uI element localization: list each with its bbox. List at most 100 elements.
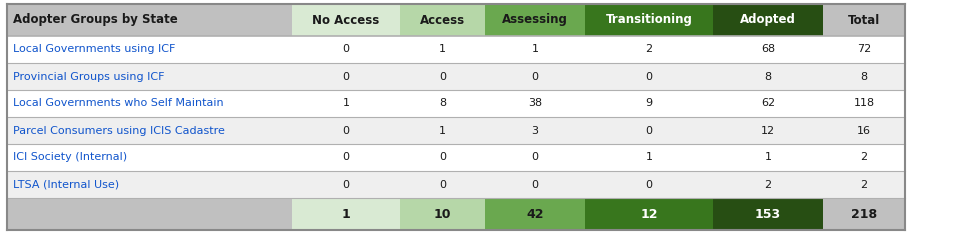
Text: 38: 38: [527, 99, 542, 109]
Bar: [712, 117, 822, 144]
Bar: [7, 63, 292, 90]
Bar: [712, 171, 822, 198]
Bar: [7, 4, 292, 36]
Text: 0: 0: [342, 153, 349, 162]
Text: 2: 2: [860, 179, 866, 190]
Text: 0: 0: [342, 179, 349, 190]
Text: 0: 0: [342, 125, 349, 135]
Bar: [822, 4, 904, 36]
Text: 0: 0: [531, 179, 538, 190]
Bar: [484, 36, 584, 63]
Bar: [484, 4, 584, 36]
Bar: [584, 36, 712, 63]
Text: 1: 1: [644, 153, 652, 162]
Bar: [292, 63, 399, 90]
Text: 8: 8: [860, 72, 866, 81]
Text: 0: 0: [644, 72, 652, 81]
Bar: [712, 198, 822, 230]
Text: Adopter Groups by State: Adopter Groups by State: [13, 14, 177, 26]
Text: 42: 42: [526, 208, 544, 220]
Bar: [822, 36, 904, 63]
Text: Local Governments who Self Maintain: Local Governments who Self Maintain: [13, 99, 224, 109]
Text: 153: 153: [754, 208, 780, 220]
Text: 68: 68: [760, 44, 774, 55]
Text: Provincial Groups using ICF: Provincial Groups using ICF: [13, 72, 165, 81]
Bar: [399, 90, 484, 117]
Bar: [292, 4, 399, 36]
Bar: [822, 198, 904, 230]
Text: 0: 0: [342, 72, 349, 81]
Text: Total: Total: [847, 14, 879, 26]
Bar: [292, 171, 399, 198]
Bar: [584, 198, 712, 230]
Bar: [584, 171, 712, 198]
Bar: [484, 198, 584, 230]
Bar: [7, 90, 292, 117]
Bar: [399, 63, 484, 90]
Text: 2: 2: [764, 179, 770, 190]
Bar: [7, 198, 292, 230]
Text: 1: 1: [439, 125, 446, 135]
Text: 9: 9: [644, 99, 652, 109]
Bar: [584, 90, 712, 117]
Text: 62: 62: [760, 99, 774, 109]
Text: 118: 118: [853, 99, 874, 109]
Text: 0: 0: [439, 179, 446, 190]
Bar: [712, 144, 822, 171]
Bar: [399, 117, 484, 144]
Text: 3: 3: [531, 125, 538, 135]
Bar: [484, 144, 584, 171]
Text: LTSA (Internal Use): LTSA (Internal Use): [13, 179, 119, 190]
Text: Access: Access: [420, 14, 464, 26]
Text: 1: 1: [531, 44, 538, 55]
Text: 0: 0: [531, 153, 538, 162]
Text: 1: 1: [439, 44, 446, 55]
Text: 0: 0: [439, 153, 446, 162]
Text: 0: 0: [644, 179, 652, 190]
Bar: [292, 117, 399, 144]
Bar: [399, 198, 484, 230]
Text: 2: 2: [644, 44, 652, 55]
Bar: [822, 63, 904, 90]
Text: 218: 218: [850, 208, 876, 220]
Text: 0: 0: [439, 72, 446, 81]
Text: Transitioning: Transitioning: [605, 14, 692, 26]
Bar: [822, 117, 904, 144]
Text: 2: 2: [860, 153, 866, 162]
Text: 12: 12: [640, 208, 657, 220]
Text: No Access: No Access: [312, 14, 379, 26]
Bar: [484, 90, 584, 117]
Bar: [822, 144, 904, 171]
Text: Local Governments using ICF: Local Governments using ICF: [13, 44, 175, 55]
Text: 12: 12: [760, 125, 774, 135]
Bar: [7, 144, 292, 171]
Text: 8: 8: [764, 72, 770, 81]
Bar: [7, 117, 292, 144]
Bar: [712, 90, 822, 117]
Bar: [7, 171, 292, 198]
Bar: [292, 90, 399, 117]
Bar: [712, 36, 822, 63]
Bar: [399, 144, 484, 171]
Text: 8: 8: [439, 99, 446, 109]
Text: ICI Society (Internal): ICI Society (Internal): [13, 153, 127, 162]
Bar: [399, 36, 484, 63]
Text: 1: 1: [764, 153, 770, 162]
Text: 72: 72: [856, 44, 870, 55]
Text: Parcel Consumers using ICIS Cadastre: Parcel Consumers using ICIS Cadastre: [13, 125, 225, 135]
Bar: [484, 171, 584, 198]
Text: Adopted: Adopted: [739, 14, 796, 26]
Bar: [292, 198, 399, 230]
Bar: [484, 117, 584, 144]
Text: 1: 1: [342, 99, 349, 109]
Bar: [292, 36, 399, 63]
Bar: [822, 171, 904, 198]
Text: Assessing: Assessing: [502, 14, 568, 26]
Bar: [584, 4, 712, 36]
Bar: [399, 4, 484, 36]
Text: 10: 10: [433, 208, 451, 220]
Text: 0: 0: [531, 72, 538, 81]
Bar: [584, 63, 712, 90]
Text: 1: 1: [341, 208, 350, 220]
Bar: [399, 171, 484, 198]
